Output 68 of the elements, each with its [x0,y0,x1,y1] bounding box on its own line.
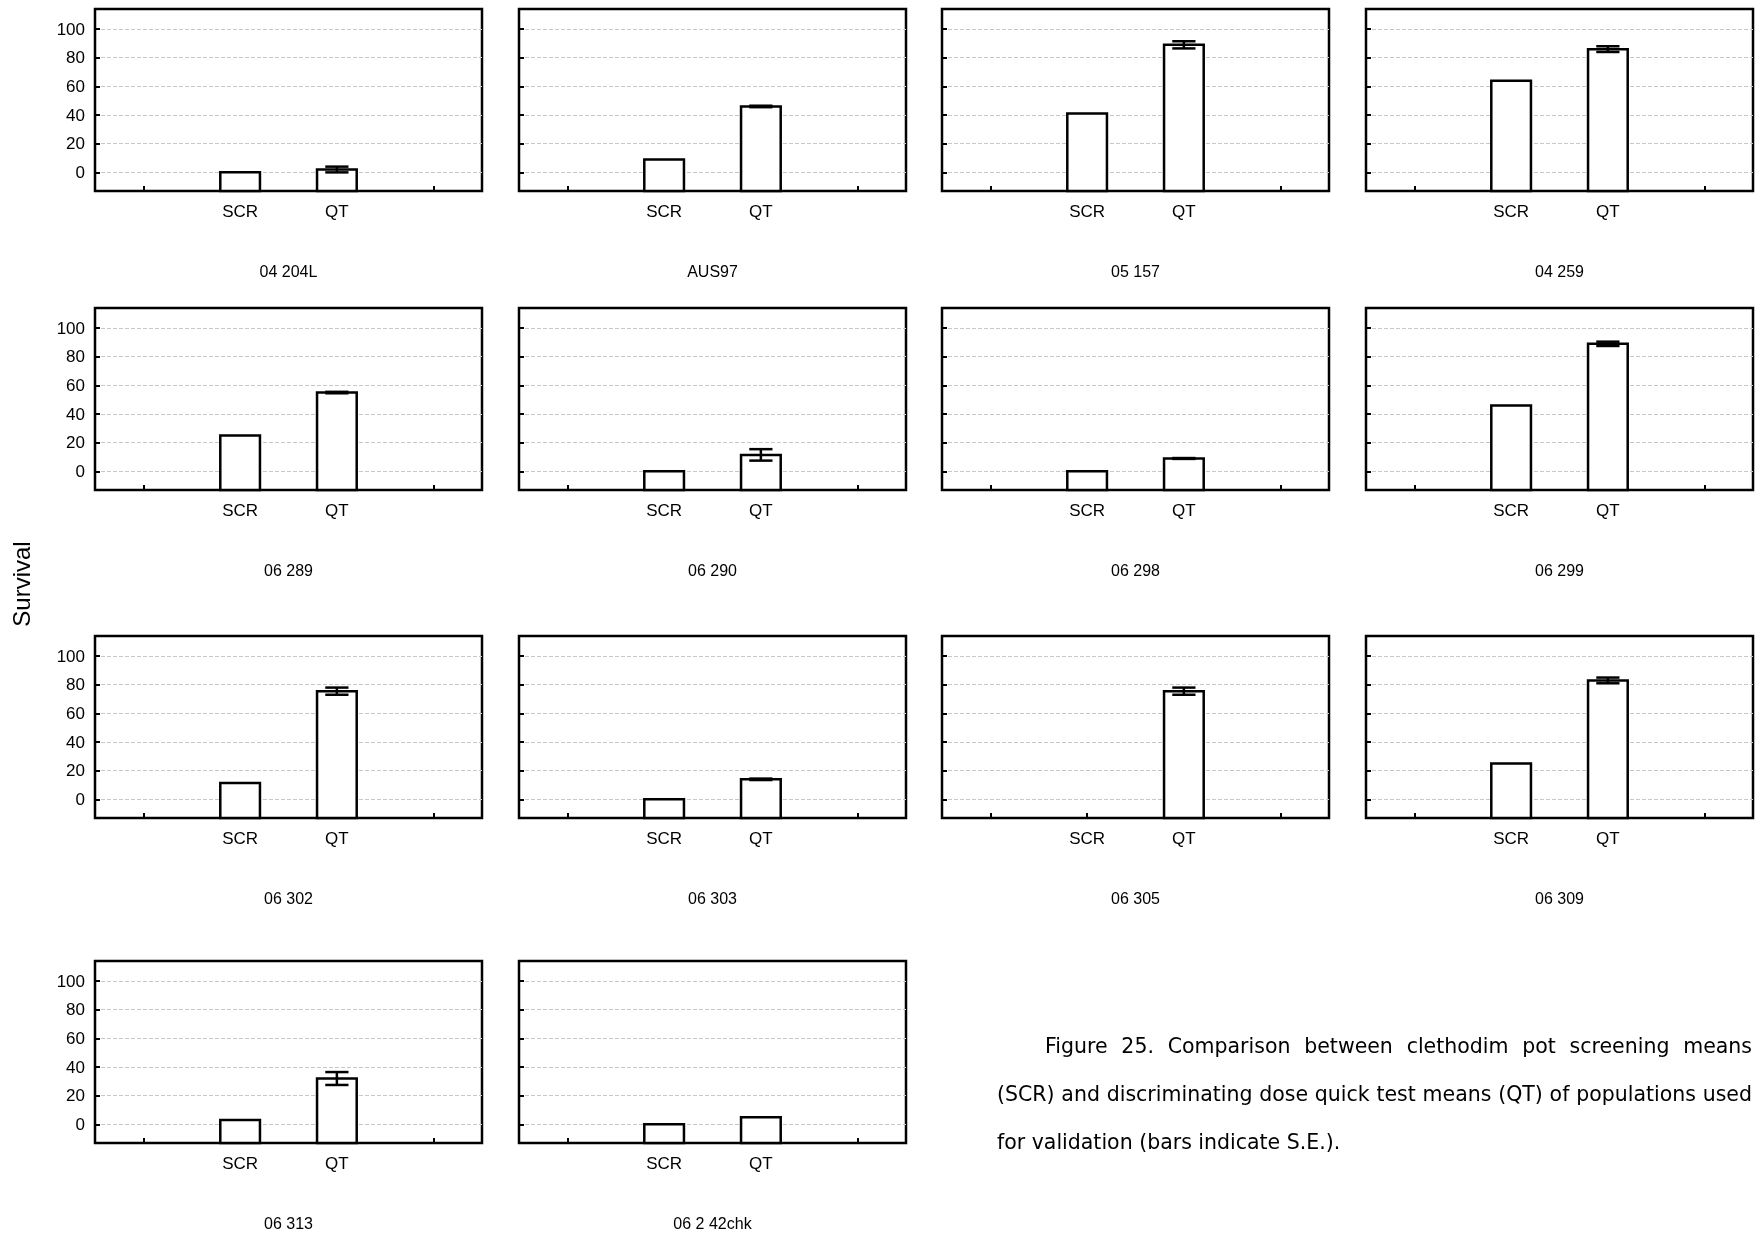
y-tick-label: 100 [56,318,85,338]
x-tick-label: QT [749,829,773,848]
x-axis-title: 06 299 [1535,561,1585,579]
y-tick-label: 80 [66,48,85,68]
y-tick-label: 80 [66,675,85,695]
x-axis-title: 06 313 [264,1214,314,1232]
x-tick-label: SCR [1493,501,1530,520]
y-tick-label: 0 [75,162,85,182]
y-tick-label: 20 [66,1086,85,1106]
y-tick-label: 20 [66,433,85,453]
x-tick-label: QT [749,202,773,221]
x-tick-label: SCR [1069,501,1106,520]
y-tick-label: 20 [66,134,85,154]
x-axis-title: 06 302 [264,889,314,907]
x-tick-label: QT [1172,202,1196,221]
y-tick-label: 100 [56,19,85,39]
x-tick-label: SCR [646,501,683,520]
y-tick-label: 40 [66,105,85,125]
x-axis-title: AUS97 [687,262,738,280]
y-tick-label: 80 [66,1000,85,1020]
x-axis-title: 04 204L [259,262,318,280]
x-axis-title: 05 157 [1111,262,1161,280]
x-axis-title: 04 259 [1535,262,1585,280]
x-axis-title: 06 290 [688,561,738,579]
x-axis-title: 06 305 [1111,889,1161,907]
y-tick-label: 40 [66,732,85,752]
y-tick-label: 40 [66,1057,85,1077]
x-axis-title: 06 289 [264,561,314,579]
x-tick-label: QT [1172,829,1196,848]
x-tick-label: SCR [222,501,259,520]
y-tick-label: 40 [66,404,85,424]
x-tick-label: QT [325,202,349,221]
y-tick-label: 0 [75,461,85,481]
x-tick-label: SCR [646,202,683,221]
x-tick-label: SCR [646,1154,683,1173]
caption: Figure 25. Comparison between clethodim pot screening means (SCR) and discriminating dose quick test means (QT) of populations used for validation (bars indicate S.E.). [997,1033,1752,1156]
x-tick-label: QT [1596,501,1620,520]
x-tick-label: QT [1172,501,1196,520]
x-tick-label: QT [325,1154,349,1173]
x-tick-label: SCR [1493,202,1530,221]
y-tick-label: 60 [66,76,85,96]
x-tick-label: SCR [222,1154,259,1173]
x-axis-title: 06 303 [688,889,738,907]
y-tick-label: 20 [66,761,85,781]
y-tick-label: 60 [66,703,85,723]
x-axis-title: 06 2 42chk [673,1214,753,1232]
x-axis-title: 06 298 [1111,561,1161,579]
y-tick-label: 80 [66,347,85,367]
x-tick-label: QT [325,829,349,848]
y-tick-label: 60 [66,375,85,395]
y-tick-label: 100 [56,971,85,991]
x-tick-label: QT [1596,202,1620,221]
y-tick-label: 0 [75,1114,85,1134]
x-tick-label: QT [749,1154,773,1173]
x-tick-label: QT [1596,829,1620,848]
x-tick-label: SCR [1493,829,1530,848]
y-tick-label: 60 [66,1028,85,1048]
x-tick-label: QT [325,501,349,520]
x-tick-label: SCR [1069,202,1106,221]
x-tick-label: QT [749,501,773,520]
x-tick-label: SCR [222,202,259,221]
x-tick-label: SCR [1069,829,1106,848]
x-tick-label: SCR [646,829,683,848]
x-tick-label: SCR [222,829,259,848]
y-tick-label: 0 [75,789,85,809]
x-axis-title: 06 309 [1535,889,1585,907]
y-axis-title: Survival [8,541,36,627]
y-tick-label: 100 [56,646,85,666]
